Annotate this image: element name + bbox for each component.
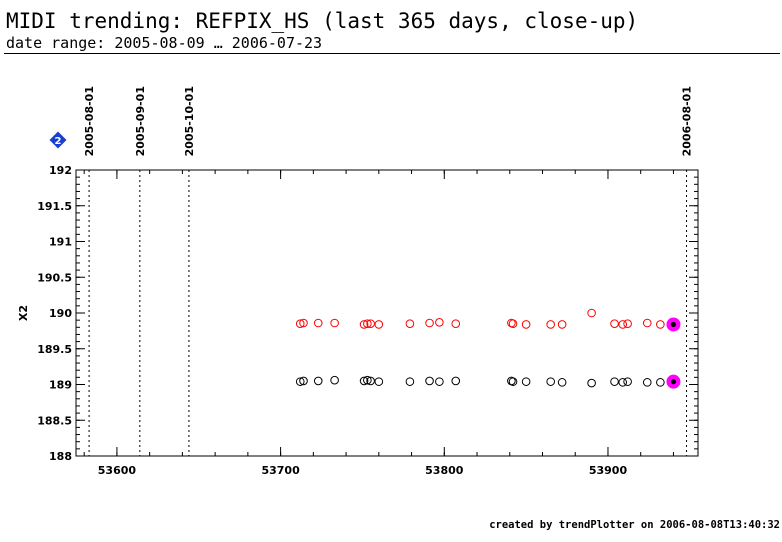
data-point [363,319,372,329]
data-point [359,376,369,386]
data-point [508,319,518,329]
data-point [299,318,308,328]
y-tick-label: 191.5 [37,200,72,213]
data-point [313,376,323,386]
y-tick-label: 188.5 [37,414,72,427]
data-point [363,375,372,385]
data-point [295,319,305,329]
date-markers: 2005-08-01 2005-09-01 2005-10-01 2006-08-01 [83,86,694,456]
data-point [299,376,308,386]
data-point [623,319,632,329]
y-tick-label: 189 [49,379,72,392]
data-point [546,377,555,386]
data-point [330,318,339,328]
x-tick-label: 53600 [98,464,137,477]
y-tick-label: 192 [49,164,72,177]
data-point [374,320,384,329]
chart-title: MIDI trending: REFPIX_HS (last 365 days,… [6,9,639,33]
data-point [557,320,567,329]
data-point [366,376,375,386]
data-point [313,318,323,328]
y-tick-label: 190.5 [37,271,72,284]
y-tick-label: 188 [49,450,72,463]
data-point [435,317,444,327]
data-point [330,375,339,385]
data-point [521,320,531,329]
data-point [610,377,619,386]
data-point [642,378,652,387]
data-point [546,320,555,329]
data-point [405,377,415,386]
date-marker-label: 2005-10-01 [183,86,196,156]
x-tick-label: 53700 [261,464,300,477]
data-point [295,377,305,386]
y-tick-label: 189.5 [37,343,72,356]
data-point [405,319,415,329]
data-point [587,378,596,388]
plot-frame [75,169,699,457]
y-axis-label: X2 [17,305,30,321]
footer-credit: created by trendPlotter on 2006-08-08T13… [489,519,780,531]
x-tick-label: 53800 [425,464,464,477]
data-point [642,318,652,328]
highlighted-point-core [670,379,677,385]
header-divider [4,53,780,54]
data-point [359,320,369,329]
data-point [425,376,434,386]
data-point [366,319,375,329]
data-point [435,377,444,386]
data-points [295,308,681,389]
data-point [587,308,596,318]
date-marker-label: 2005-09-01 [134,86,147,156]
y-tick-label: 191 [49,236,72,249]
plot-axes: 188 188.5 189 189.5 190 190.5 191 191.5 192 53600… [17,164,699,477]
data-point [610,319,619,329]
data-point [557,378,567,387]
data-point [623,377,632,386]
data-point [451,319,461,329]
data-point [451,376,461,386]
badge-group: 2 [49,131,67,149]
data-point [656,378,665,387]
data-point [521,377,531,386]
x-tick-label: 53900 [589,464,628,477]
data-point [508,377,518,386]
date-marker-label: 2006-08-01 [681,86,694,156]
data-point [425,318,434,328]
data-point [618,320,628,329]
date-marker-label: 2005-08-01 [83,86,96,156]
badge-label: 2 [55,136,62,147]
highlighted-point-core [670,321,677,328]
y-tick-label: 190 [49,307,72,320]
data-point [618,378,628,387]
data-point [374,377,384,386]
data-point [656,320,665,329]
date-range-subtitle: date range: 2005-08-09 … 2006-07-23 [6,34,323,52]
